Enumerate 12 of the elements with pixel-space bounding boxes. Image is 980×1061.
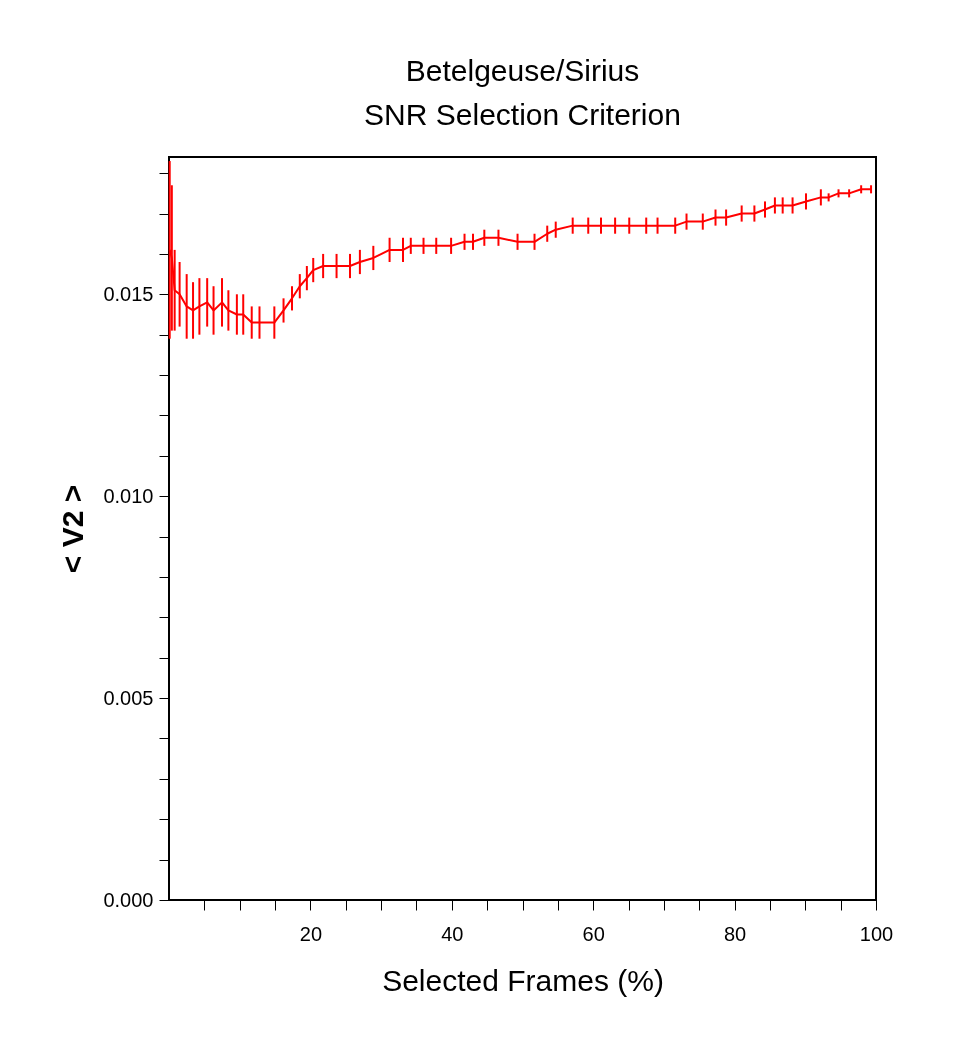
x-tick-label: 40: [441, 922, 464, 945]
y-axis-title: < V2 >: [56, 484, 90, 574]
chart-title: Betelgeuse/Sirius SNR Selection Criterion: [364, 54, 681, 131]
y-tick-label: 0.010: [103, 484, 154, 507]
y-tick-label: 0.000: [103, 888, 154, 911]
x-tick-label: 60: [582, 922, 605, 945]
y-tick-label: 0.005: [103, 686, 154, 709]
x-tick-label: 100: [859, 922, 894, 945]
x-tick-label: 80: [723, 922, 747, 945]
y-tick-label: 0.015: [103, 282, 154, 305]
x-axis-title: Selected Frames (%): [382, 963, 664, 997]
x-tick-label: 20: [299, 922, 323, 945]
